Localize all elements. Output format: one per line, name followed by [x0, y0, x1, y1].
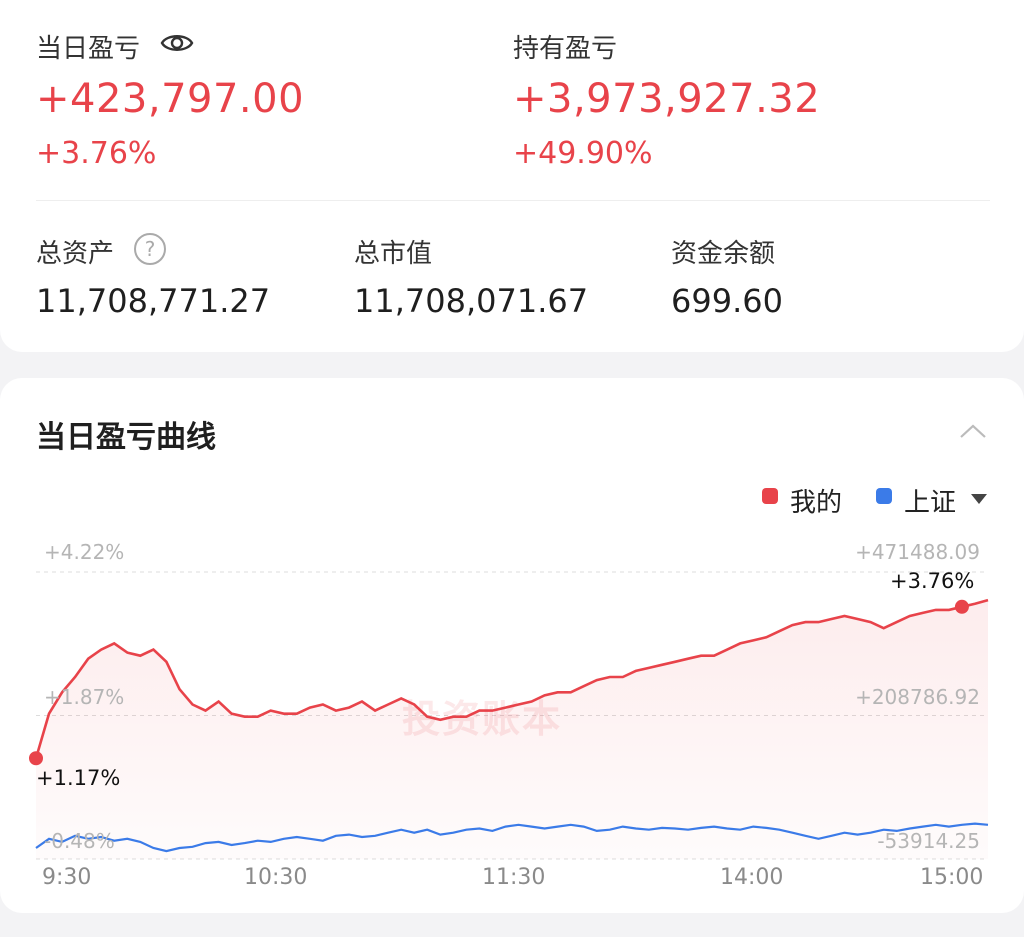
x-tick-1130: 11:30 [482, 865, 546, 890]
start-label: +1.17% [36, 766, 121, 790]
x-tick-0930: 9:30 [42, 865, 92, 890]
legend-index-swatch [876, 488, 892, 504]
market-value-label: 总市值 [354, 239, 433, 269]
cash-label: 资金余额 [671, 239, 776, 269]
holding-pl-label: 持有盈亏 [513, 34, 618, 64]
divider [36, 200, 990, 201]
cash-value: 699.60 [671, 282, 783, 320]
dropdown-triangle-icon[interactable] [970, 490, 988, 509]
legend-mine-label[interactable]: 我的 [790, 488, 843, 518]
left-axis-top: +4.22% [44, 540, 125, 564]
x-tick-1400: 14:00 [720, 865, 784, 890]
right-axis-top: +471488.09 [855, 540, 980, 564]
watermark: 投资账本 [402, 697, 563, 741]
chevron-up-icon[interactable] [958, 422, 988, 444]
eye-icon[interactable] [160, 30, 194, 60]
curve-title: 当日盈亏曲线 [36, 420, 216, 455]
help-icon[interactable]: ? [134, 233, 166, 265]
daily-pl-pct: +3.76% [36, 136, 157, 171]
curve-card [0, 378, 1024, 913]
legend-mine-swatch [762, 488, 778, 504]
total-assets-value: 11,708,771.27 [36, 282, 271, 320]
left-axis-bottom: -0.48% [44, 829, 115, 853]
holding-pl-pct: +49.90% [513, 136, 653, 171]
market-value-value: 11,708,071.67 [354, 282, 589, 320]
right-axis-bottom: -53914.25 [877, 829, 980, 853]
legend-index-label[interactable]: 上证 [904, 488, 957, 518]
left-axis-mid: +1.87% [44, 685, 125, 709]
x-tick-1030: 10:30 [244, 865, 308, 890]
x-tick-1500: 15:00 [920, 865, 984, 890]
end-label: +3.76% [890, 569, 975, 593]
daily-pl-label: 当日盈亏 [36, 34, 141, 64]
total-assets-label: 总资产 [36, 239, 115, 269]
holding-pl-value: +3,973,927.32 [513, 76, 821, 122]
daily-pl-value: +423,797.00 [36, 76, 305, 122]
summary-card: 当日盈亏 +423,797.00 +3.76% 持有盈亏 +3,973,927.… [0, 0, 1024, 352]
right-axis-mid: +208786.92 [855, 685, 980, 709]
